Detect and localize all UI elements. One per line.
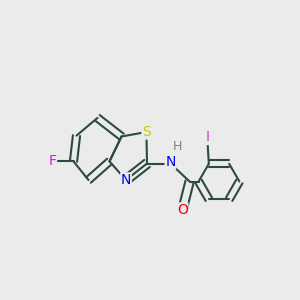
- Text: N: N: [165, 155, 176, 169]
- Text: H: H: [173, 140, 183, 154]
- Text: F: F: [49, 154, 56, 168]
- Text: N: N: [121, 173, 131, 187]
- Text: I: I: [205, 130, 209, 144]
- Text: S: S: [142, 125, 151, 139]
- Text: O: O: [177, 203, 188, 217]
